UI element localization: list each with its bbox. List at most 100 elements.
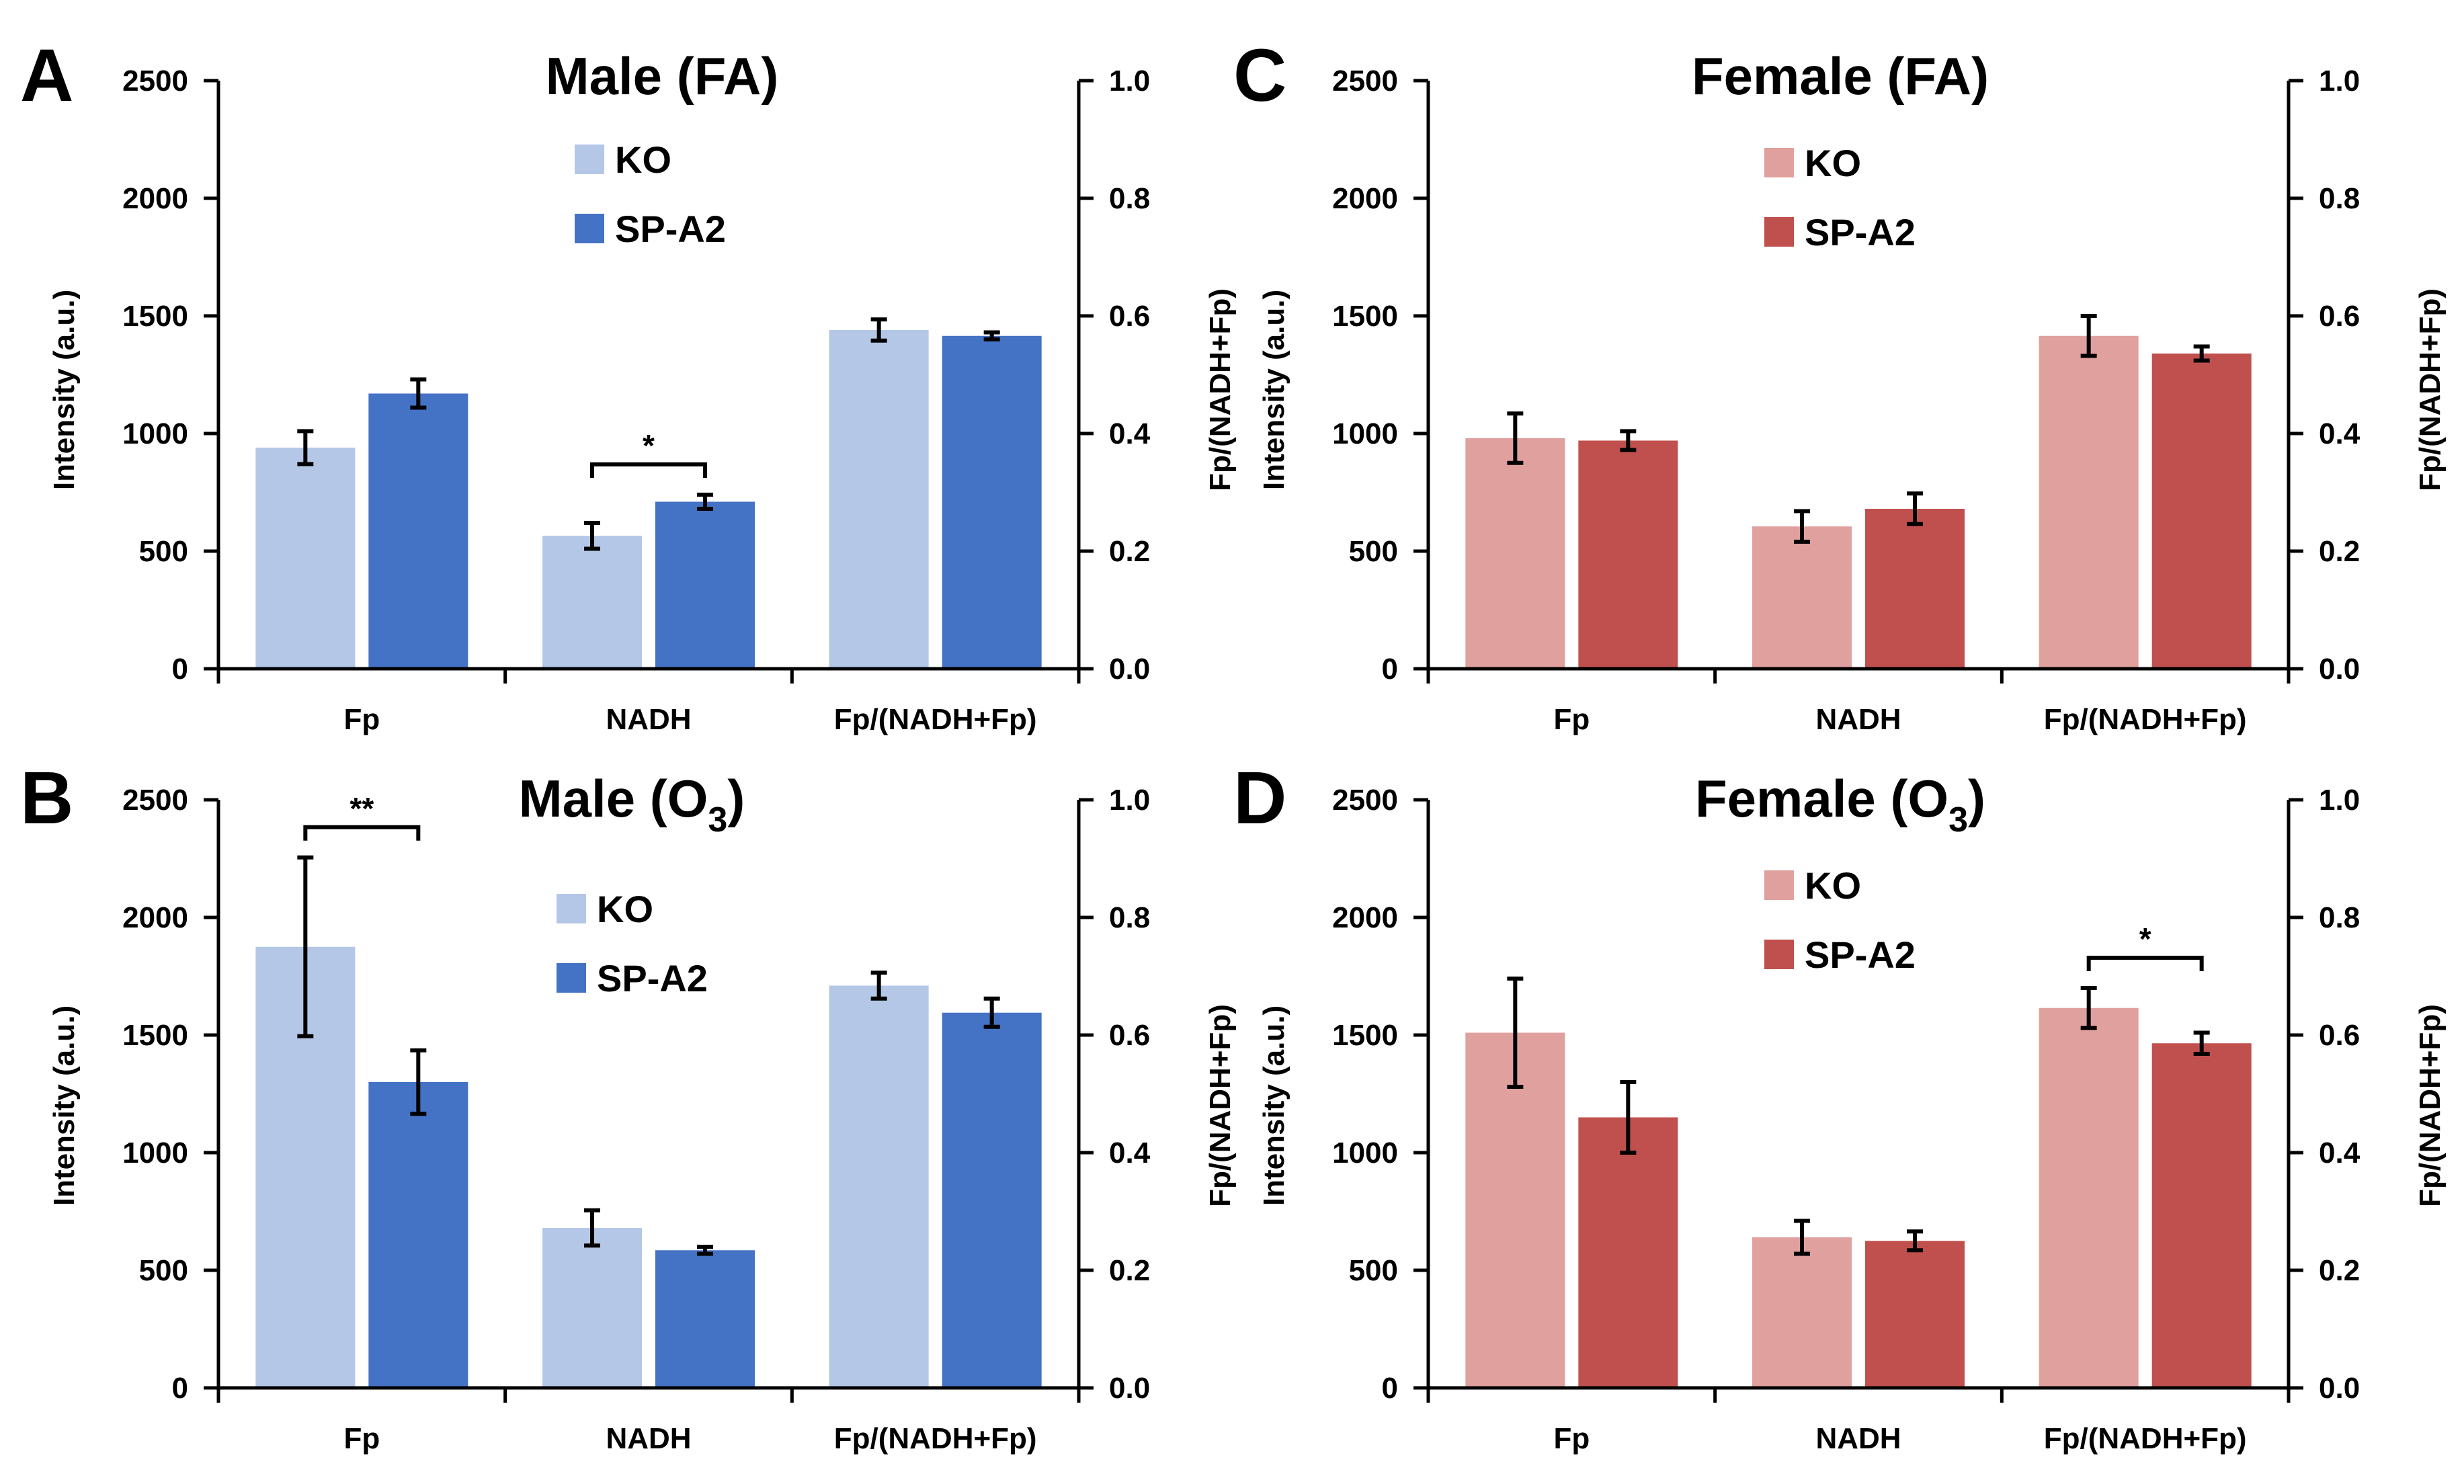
y-tick-label: 1000 [122,1137,188,1169]
legend: KO SP-A2 [575,138,726,250]
y-tick-label: 1000 [122,417,188,450]
y2-tick-label: 0.4 [2319,417,2360,450]
chart-title: Female (FA) [1692,46,1989,106]
bar-ko-0 [255,448,356,669]
y2-axis-label: Fp/(NADH+Fp) [2414,288,2447,491]
significance-label: * [643,428,655,463]
y2-tick-label: 0.8 [2319,901,2360,934]
bar-spa2-1 [655,501,755,669]
legend-label-ko: KO [597,888,653,930]
legend-label-spa2: SP-A2 [615,208,726,250]
bar-ko-0 [1465,1032,1565,1388]
chart-title: Male (FA) [546,46,779,106]
y2-tick-label: 0.2 [2319,1254,2360,1287]
y2-tick-label: 0.8 [1109,182,1150,215]
y-tick-label: 1500 [1332,1019,1398,1052]
y-tick-label: 2000 [1332,182,1398,215]
x-category-label: Fp [1553,1422,1590,1455]
y2-tick-label: 0.6 [1109,300,1150,333]
bar-ko-1 [1752,526,1852,669]
x-category-label: Fp [343,703,380,736]
y-tick-label: 2000 [1332,901,1398,934]
y2-tick-label: 0.0 [1109,1372,1150,1405]
y-axis-label: Intensity (a.u.) [48,290,81,490]
y-tick-label: 1000 [1332,1137,1398,1169]
legend-swatch-spa2 [575,214,604,243]
legend: KO SP-A2 [557,888,708,999]
bar-spa2-1 [655,1250,755,1388]
plot-area: * 0 500 1000 1500 2000 2500 0.0 0.2 0.4 0.6 0.8 1.0 F… [122,65,1151,736]
x-category-label: Fp/(NADH+Fp) [2044,703,2247,736]
panel-d: D Female (O3) * 0 500 1000 1500 2000 2500 0.0 0.… [1233,757,2447,1455]
bar-spa2-0 [368,1082,468,1388]
y-tick-label: 2000 [122,901,188,934]
y2-tick-label: 0.2 [2319,535,2360,568]
y2-tick-label: 0.0 [1109,653,1150,686]
panel-c: C Female (FA) 0 500 1000 1500 2000 2500 0.0 0.2… [1233,34,2447,736]
x-category-label: NADH [606,703,691,736]
plot-area: 0 500 1000 1500 2000 2500 0.0 0.2 0.4 0.6 0.8 1.0 Fp… [1332,65,2360,736]
title-end: ) [1968,769,1985,828]
y2-axis-label: Fp/(NADH+Fp) [1204,1004,1237,1207]
legend-label-spa2: SP-A2 [1805,934,1916,976]
bar-spa2-0 [1578,1117,1678,1388]
legend: KO SP-A2 [1764,864,1916,976]
y2-tick-label: 0.2 [1109,1254,1150,1287]
bar-spa2-1 [1865,509,1965,669]
y2-tick-label: 1.0 [2319,784,2360,817]
legend: KO SP-A2 [1764,142,1916,253]
panel-b: B Male (O3) ** 0 500 1000 1500 2000 2500 0.0 0.2… [20,757,1237,1455]
y2-tick-label: 0.6 [1109,1019,1150,1052]
y-axis-label: Intensity (a.u.) [48,1005,81,1206]
title-end: ) [727,769,745,828]
y2-axis-label: Fp/(NADH+Fp) [2414,1004,2447,1207]
panel-letter: A [20,34,73,117]
y2-tick-label: 0.6 [2319,1019,2360,1052]
y-tick-label: 500 [1349,535,1398,568]
significance-bracket [590,462,707,478]
plot-area: ** 0 500 1000 1500 2000 2500 0.0 0.2 0.4 0.6 0.8 1.0… [122,784,1151,1455]
y-tick-label: 0 [172,1372,188,1405]
bar-spa2-0 [368,393,468,669]
bar-spa2-2 [2151,1043,2252,1388]
x-category-label: Fp [1553,703,1590,736]
y-tick-label: 2500 [1332,784,1398,817]
x-category-label: Fp/(NADH+Fp) [834,1422,1037,1455]
bar-spa2-1 [1865,1241,1965,1388]
legend-swatch-ko [575,145,604,174]
y-axis-label: Intensity (a.u.) [1258,1005,1290,1206]
legend-swatch-spa2 [557,963,586,993]
y-tick-label: 1000 [1332,417,1398,450]
significance-label: ** [350,791,374,826]
legend-label-ko: KO [1805,864,1861,907]
y-tick-label: 500 [1349,1254,1398,1287]
bar-spa2-2 [2151,354,2252,669]
bar-ko-2 [2039,1007,2139,1388]
bar-spa2-2 [942,335,1042,669]
y2-tick-label: 0.6 [2319,300,2360,333]
panel-letter: D [1233,757,1286,839]
y2-axis-label: Fp/(NADH+Fp) [1204,288,1237,491]
y2-tick-label: 0.4 [2319,1137,2360,1169]
y-tick-label: 0 [172,653,188,686]
bar-ko-2 [2039,335,2139,669]
y-tick-label: 500 [139,535,188,568]
bar-ko-2 [829,985,929,1388]
y2-tick-label: 0.4 [1109,417,1151,450]
legend-swatch-spa2 [1764,217,1794,247]
panel-letter: B [20,757,73,839]
y-tick-label: 2500 [122,65,188,97]
legend-swatch-ko [557,894,586,923]
legend-label-spa2: SP-A2 [597,957,708,999]
y-tick-label: 2000 [122,182,188,215]
legend-label-ko: KO [615,138,671,181]
bar-ko-1 [542,1228,642,1388]
y2-tick-label: 1.0 [2319,65,2360,97]
significance-bracket [303,825,421,841]
legend-label-ko: KO [1805,142,1861,184]
y2-tick-label: 0.0 [2319,1372,2360,1405]
chart-title: Female (O3) [1695,769,1985,839]
chart-title: Male (O3) [519,769,745,839]
legend-swatch-ko [1764,870,1794,900]
